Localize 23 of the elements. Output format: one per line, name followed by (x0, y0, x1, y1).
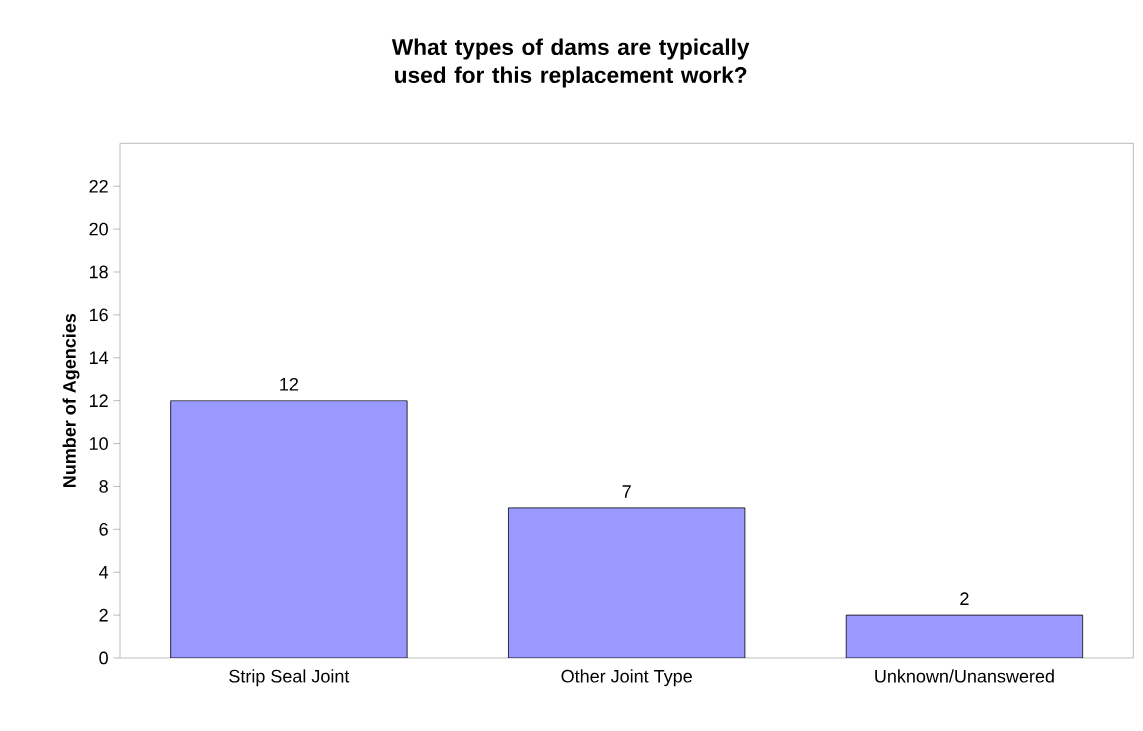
y-tick-label: 20 (89, 222, 108, 236)
y-tick-label: 8 (99, 480, 108, 493)
chart-title: What types of dams are typically used for this replacement work? (391, 38, 750, 88)
x-tick-label: Other Joint Type (561, 669, 692, 687)
data-label: 12 (280, 377, 299, 391)
y-tick-label: 22 (89, 179, 108, 193)
x-tick-label: Unknown/Unanswered (875, 669, 1054, 683)
data-label: 7 (622, 485, 631, 498)
y-tick-label: 10 (89, 437, 108, 450)
y-tick-label: 0 (99, 651, 108, 665)
y-tick-label: 16 (89, 308, 108, 322)
bar (170, 400, 408, 658)
data-label: 2 (960, 592, 969, 605)
bar (508, 507, 746, 658)
y-tick-label: 18 (89, 265, 108, 279)
y-tick-label: 12 (89, 394, 108, 407)
y-tick-label: 4 (99, 566, 109, 579)
x-tick-label: Strip Seal Joint (229, 669, 350, 687)
y-tick-label: 14 (89, 351, 109, 364)
y-tick-label: 2 (99, 608, 108, 622)
y-tick-label: 6 (99, 522, 108, 536)
y-axis-title: Number of Agencies (62, 313, 80, 487)
bar (845, 614, 1084, 658)
